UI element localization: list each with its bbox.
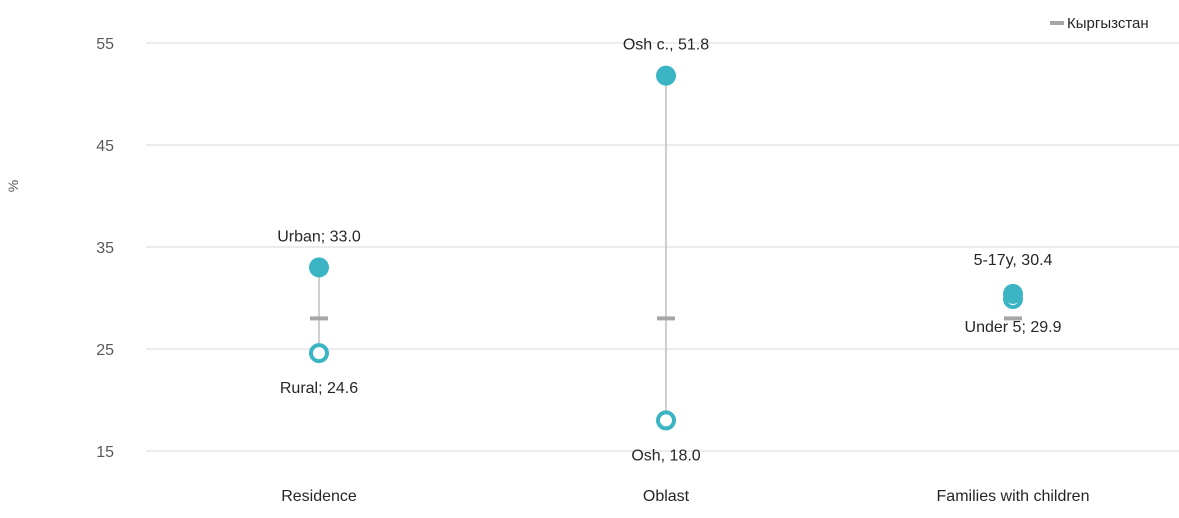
category-label: Residence	[281, 488, 357, 505]
legend-label: Кыргызстан	[1067, 15, 1149, 32]
y-axis-ticks: 15 25 35 45 55	[96, 36, 114, 461]
high-value-label: 5-17y, 30.4	[974, 252, 1053, 269]
category-label: Families with children	[937, 488, 1090, 505]
low-value-label: Osh, 18.0	[631, 447, 700, 464]
category-label: Oblast	[643, 488, 690, 505]
y-tick-label: 25	[96, 342, 114, 359]
high-value-point	[309, 257, 329, 278]
y-tick-label: 35	[96, 240, 114, 257]
legend: Кыргызстан	[1050, 15, 1149, 32]
low-value-label: Under 5; 29.9	[965, 319, 1062, 336]
low-value-point	[656, 410, 676, 431]
reference-marker	[657, 316, 675, 321]
high-value-point	[656, 65, 676, 86]
low-value-label: Rural; 24.6	[280, 380, 358, 397]
low-value-point	[309, 343, 329, 364]
high-value-label: Urban; 33.0	[277, 228, 361, 245]
x-axis-categories: Residence Oblast Families with children	[281, 488, 1089, 505]
y-tick-label: 55	[96, 36, 114, 53]
y-axis-title: %	[5, 180, 21, 192]
reference-marker	[1004, 316, 1022, 321]
y-tick-label: 15	[96, 444, 114, 461]
high-value-label: Osh c., 51.8	[623, 37, 709, 54]
legend-swatch	[1050, 21, 1064, 25]
high-value-point	[1003, 283, 1023, 304]
y-tick-label: 45	[96, 138, 114, 155]
series: Urban; 33.0 Rural; 24.6 Osh c., 51.8 Osh, 1…	[277, 37, 1061, 465]
reference-marker	[310, 316, 328, 321]
